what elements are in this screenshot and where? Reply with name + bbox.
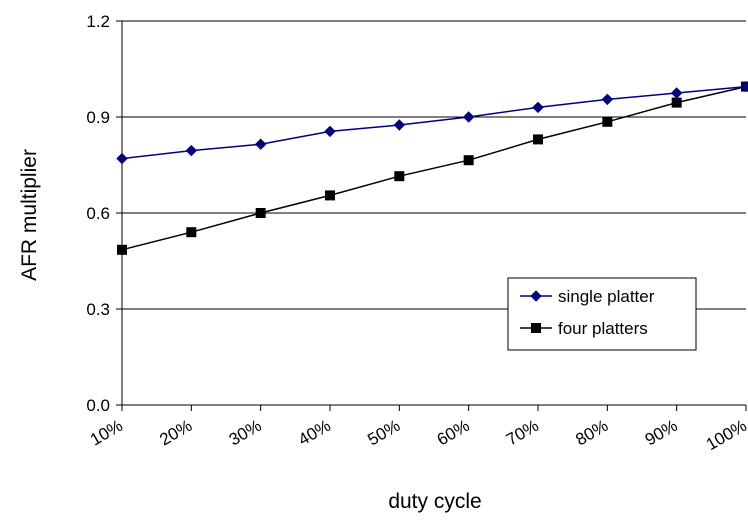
legend-items: single platter four platters xyxy=(520,287,655,338)
series-layer xyxy=(116,80,748,255)
data-point-four-platters xyxy=(325,190,335,201)
x-tick-label: 30% xyxy=(226,416,265,449)
x-tick-label: 40% xyxy=(295,416,334,449)
y-tick-label: 0.3 xyxy=(86,300,110,319)
legend-item-four-platters: four platters xyxy=(520,319,648,338)
legend-label-single-platter: single platter xyxy=(558,287,655,306)
legend-marker-four-platters xyxy=(531,323,541,333)
data-point-single-platter xyxy=(324,125,336,138)
legend-marker-single-platter xyxy=(530,290,542,302)
data-point-single-platter xyxy=(462,111,475,123)
y-tick-label: 1.2 xyxy=(86,12,110,31)
y-axis-title: AFR multiplier xyxy=(18,149,41,281)
data-point-single-platter xyxy=(532,101,544,114)
data-point-four-platters xyxy=(186,227,197,238)
x-axis-title: duty cycle xyxy=(388,490,481,513)
series-four-platters xyxy=(117,81,748,255)
data-point-single-platter xyxy=(740,80,748,93)
x-tick-label: 60% xyxy=(434,416,473,449)
x-tick-label: 100% xyxy=(703,416,748,454)
legend: single platter four platters xyxy=(507,277,697,351)
data-point-four-platters xyxy=(394,171,405,182)
data-point-single-platter xyxy=(254,138,267,150)
legend-box xyxy=(507,277,697,351)
data-point-four-platters xyxy=(117,244,127,255)
data-point-single-platter xyxy=(601,93,614,106)
series-single-platter xyxy=(116,80,748,165)
legend-item-single-platter: single platter xyxy=(520,287,655,306)
x-tick-label: 10% xyxy=(87,416,126,449)
data-point-four-platters xyxy=(463,155,474,166)
x-tick-label: 20% xyxy=(156,416,195,449)
x-tick-label: 80% xyxy=(572,416,611,449)
series-line-four-platters xyxy=(121,85,747,251)
data-point-four-platters xyxy=(255,208,266,218)
data-point-four-platters xyxy=(602,116,613,127)
data-point-single-platter xyxy=(393,119,406,131)
y-tick-label: 0.9 xyxy=(86,108,110,127)
y-tick-label: 0.0 xyxy=(86,396,110,415)
gridlines xyxy=(122,20,746,310)
x-tick-label: 90% xyxy=(642,416,681,449)
y-tick-label: 0.6 xyxy=(86,204,110,223)
data-point-four-platters xyxy=(671,97,682,108)
x-tick-label: 70% xyxy=(503,416,542,449)
series-line-single-platter xyxy=(121,85,747,160)
data-point-single-platter xyxy=(670,87,683,99)
x-tick-label: 50% xyxy=(364,416,403,449)
legend-label-four-platters: four platters xyxy=(558,319,648,338)
data-point-four-platters xyxy=(533,134,543,145)
data-point-single-platter xyxy=(116,152,128,165)
data-point-single-platter xyxy=(185,144,198,157)
